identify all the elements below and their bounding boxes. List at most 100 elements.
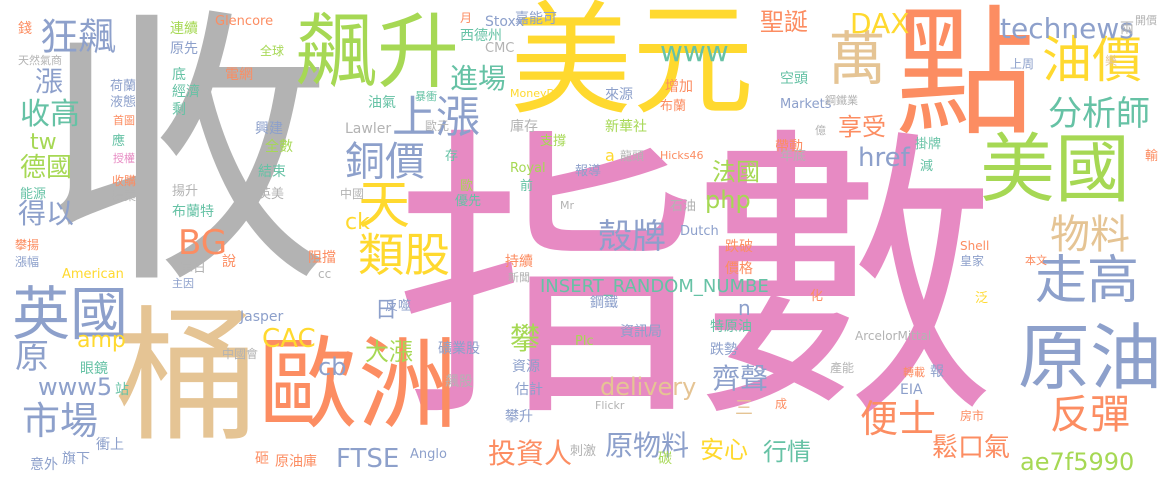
word-shougao: 收高 [20,97,80,132]
word-zougao: 走高 [1035,251,1140,311]
word-tongjia: 銅價 [345,139,425,185]
word-cheng: 成 [775,397,788,411]
word-fan: 泛 [975,291,989,306]
word-liang: 兩 [1120,21,1134,37]
word-youqi: 油氣 [368,95,396,111]
word-zudang: 阻擋 [308,250,336,266]
word-helan: 荷蘭 [110,79,137,94]
word-ou: 歐 [460,179,474,194]
word-diepo: 跌破 [725,239,753,255]
word-ying: 應 [112,134,126,149]
word-shangzhou: 上周 [1010,57,1035,71]
word-wuliao: 物料 [1050,212,1130,258]
word-shangzhang: 上漲 [392,92,480,143]
word-touziren: 投資人 [488,437,573,470]
word-yuanyouku: 原油庫 [275,454,317,470]
word-wan: 萬 [828,25,887,93]
word-tan: 碳 [658,451,672,467]
word-za: 砸 [255,451,269,467]
word-yi: 億 [815,124,826,137]
word-baodao: 報導 [575,164,602,179]
word-zhuanzai: 轉載 [903,366,925,379]
word-kuangyegu: 礦業股 [438,341,480,357]
word-cb: cb [318,353,347,381]
word-dieshi: 跌勢 [710,342,738,358]
word-pan: 攀 [510,322,540,357]
word-ouyuan: 歐元 [425,119,450,133]
word-deguo: 德國 [20,153,73,183]
word-shoutu: 首圖 [113,114,135,127]
word-ziyuan: 資源 [512,359,540,375]
word-qixia: 旗下 [62,451,90,467]
word-bao: 報 [930,364,944,380]
word-danri: 單日 [180,261,207,276]
word-guapai: 掛牌 [915,137,942,152]
word-bianshi: 便士 [860,397,937,441]
word-xingjian: 興建 [255,121,283,137]
word-insert: INSERT_RANDOM_NUMBE [540,276,769,297]
word-kongtou: 空頭 [780,71,808,87]
word-zhuyin: 主因 [172,277,194,290]
word-lianxu: 連續 [170,21,198,37]
word-stoxx: Stoxx [485,14,525,30]
word-faguo: 法國 [712,158,760,186]
word-jianengke: 嘉能可 [515,11,557,27]
word-www: www [660,35,729,68]
word-kucun: 庫存 [510,119,538,135]
word-deyi: 得以 [18,197,75,230]
word-youjia: 油價 [1042,31,1142,89]
word-flickr: Flickr [595,399,625,412]
word-bg: BG [178,223,228,263]
word-teyuanyou: 特原油 [710,319,752,335]
word-ftse: FTSE [336,444,400,474]
word-kepai: 殼牌 [598,217,666,257]
word-yuanyou: 原油 [1018,316,1163,400]
word-ae7f5990: ae7f5990 [1020,448,1135,476]
word-tw: tw [30,130,57,155]
word-baochong: 暴衝 [415,90,437,103]
word-shougou: 收購 [112,174,137,188]
word-dutch: Dutch [680,224,719,239]
word-qisheng: 齊聲 [712,362,769,395]
word-dazhang: 大漲 [365,338,413,366]
word-zixunju: 資訊局 [620,324,662,340]
word-songkouqi: 鬆口氣 [932,433,1011,463]
word-ouzhou: 歐洲 [258,326,458,443]
word-guji: 估計 [515,382,543,398]
word-zengjia: 增加 [665,79,693,95]
word-chixu: 持續 [505,254,533,270]
word-ciji: 刺激 [570,444,597,459]
word-zhan: 站 [115,382,129,398]
word-zhangfu: 漲幅 [15,255,40,269]
word-moneydj: MoneyDJ [510,87,559,100]
word-yuanwuliao: 原物料 [605,429,690,462]
word-shengdan: 聖誕 [760,8,808,36]
word-fantan: 反彈 [1050,392,1130,438]
word-fenxishi: 分析師 [1048,94,1150,134]
word-quanqiu: 全球 [260,44,285,58]
word-youxian: 優先 [455,194,482,209]
word-anglo: Anglo [410,447,447,462]
word-gangtieye: 鋼鐵業 [825,94,858,107]
word-cac: CAC [262,324,316,354]
word-lawler: Lawler [345,121,392,137]
word-yangsheng: 揚升 [172,184,199,199]
word-qian-money: 錢 [18,21,32,37]
word-qian: 前 [520,179,534,194]
word-glencore: Glencore [215,14,274,29]
word-royal: Royal [510,161,546,176]
word-tong: 桶 [115,293,260,462]
word-hua: 化 [810,289,824,304]
word-a: a [605,146,615,165]
word-dax: DAX [850,7,910,40]
word-laiyuan: 來源 [605,87,633,103]
word-tian: 天 [358,176,411,236]
word-shouquan: 授權 [113,152,135,165]
word-shuo: 說 [222,254,236,270]
word-xiangshou: 享受 [838,113,886,141]
word-bulan: 布蘭 [660,99,687,114]
word-anxin: 安心 [700,436,748,464]
word-href: href [858,143,910,173]
word-yetai: 液態 [110,95,137,110]
word-n: n [738,296,751,320]
